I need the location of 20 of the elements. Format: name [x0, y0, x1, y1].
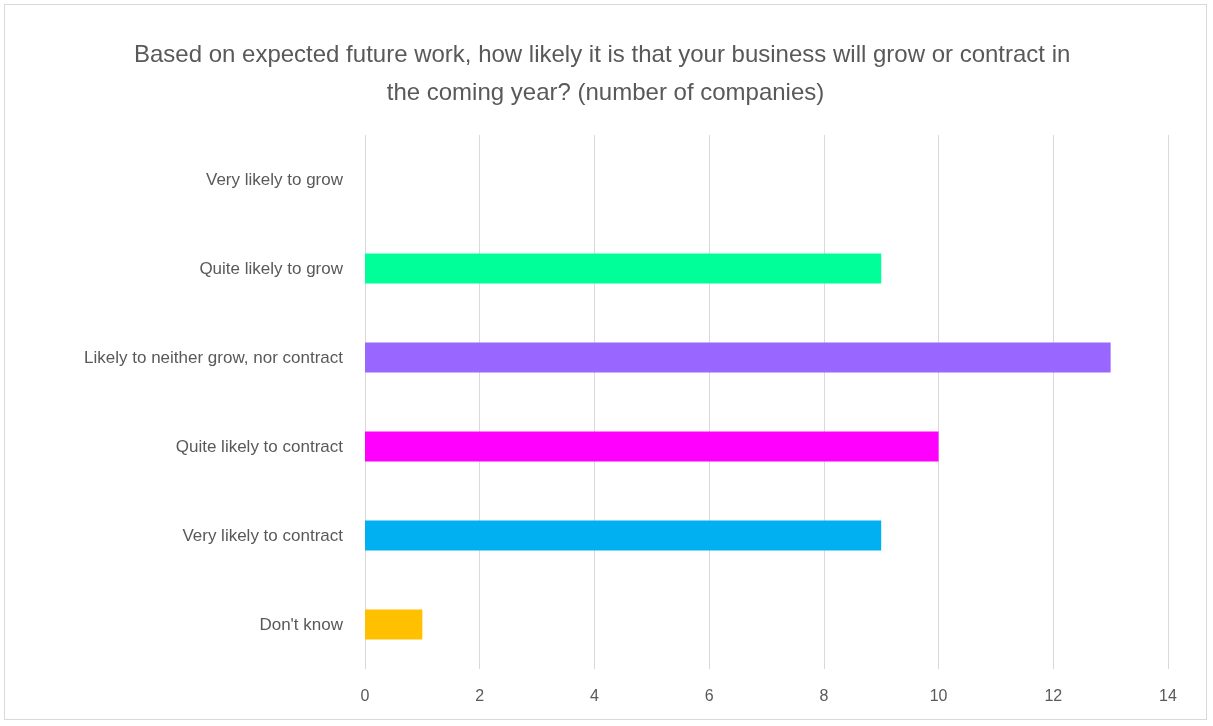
x-tick-label: 4 [589, 686, 599, 704]
y-tick-label: Very likely to contract [182, 526, 344, 545]
y-tick-label: Quite likely to contract [175, 437, 344, 456]
bar [365, 253, 882, 284]
x-tick-label: 0 [360, 686, 370, 704]
bar [365, 609, 423, 640]
x-tick-label: 2 [475, 686, 485, 704]
x-tick-label: 10 [929, 686, 948, 704]
y-tick-label: Don't know [259, 615, 344, 634]
x-tick-label: 6 [704, 686, 714, 704]
bar [365, 520, 882, 551]
y-tick-label: Very likely to grow [206, 170, 344, 189]
chart-title: Based on expected future work, how likely it is that your business will grow or contract in the coming year? (number of companies) [133, 39, 1078, 105]
bar [365, 342, 1111, 373]
y-tick-label: Likely to neither grow, nor contract [84, 348, 344, 367]
bar [365, 431, 939, 462]
y-tick-label: Quite likely to grow [199, 259, 344, 278]
x-tick-label: 12 [1044, 686, 1063, 704]
x-tick-label: 14 [1159, 686, 1177, 704]
x-tick-label: 8 [819, 686, 829, 704]
